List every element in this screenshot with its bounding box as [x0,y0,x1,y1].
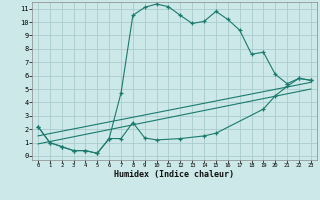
X-axis label: Humidex (Indice chaleur): Humidex (Indice chaleur) [115,170,234,179]
